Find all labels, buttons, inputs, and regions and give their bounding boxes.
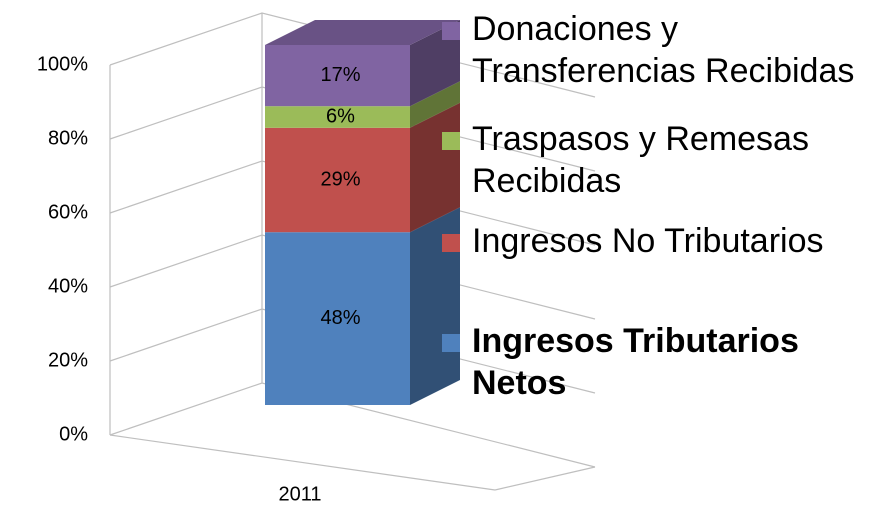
floor-line [494,466,596,491]
y-tick-label: 0% [59,423,88,445]
legend-label: Traspasos y Remesas Recibidas [472,120,809,200]
data-label: 48% [320,307,360,329]
bar-segment [265,106,410,128]
legend-label: Donaciones y Transferencias Recibidas [472,10,855,90]
y-tick-label: 100% [37,53,88,75]
y-tick-label: 40% [48,275,88,297]
legend-label: Ingresos No Tributarios [472,222,824,260]
legend-label: Ingresos Tributarios Netos [472,322,799,402]
floor-line [109,434,496,491]
bar-segment [265,127,410,233]
y-tick-label: 60% [48,201,88,223]
y-tick-label: 80% [48,127,88,149]
bar-side [410,81,460,128]
data-label: 6% [326,105,355,127]
x-tick-label: 2011 [278,483,321,505]
bar-side [410,20,460,107]
legend-swatch [442,22,460,40]
data-label: 17% [320,64,360,86]
bar-segment [265,45,410,107]
bar-side [410,207,460,405]
legend-swatch [442,334,460,352]
legend-swatch [442,132,460,150]
bar-top [265,20,460,45]
bar-segment [265,232,410,405]
legend-swatch [442,234,460,252]
data-label: 29% [320,168,360,190]
y-tick-label: 20% [48,349,88,371]
